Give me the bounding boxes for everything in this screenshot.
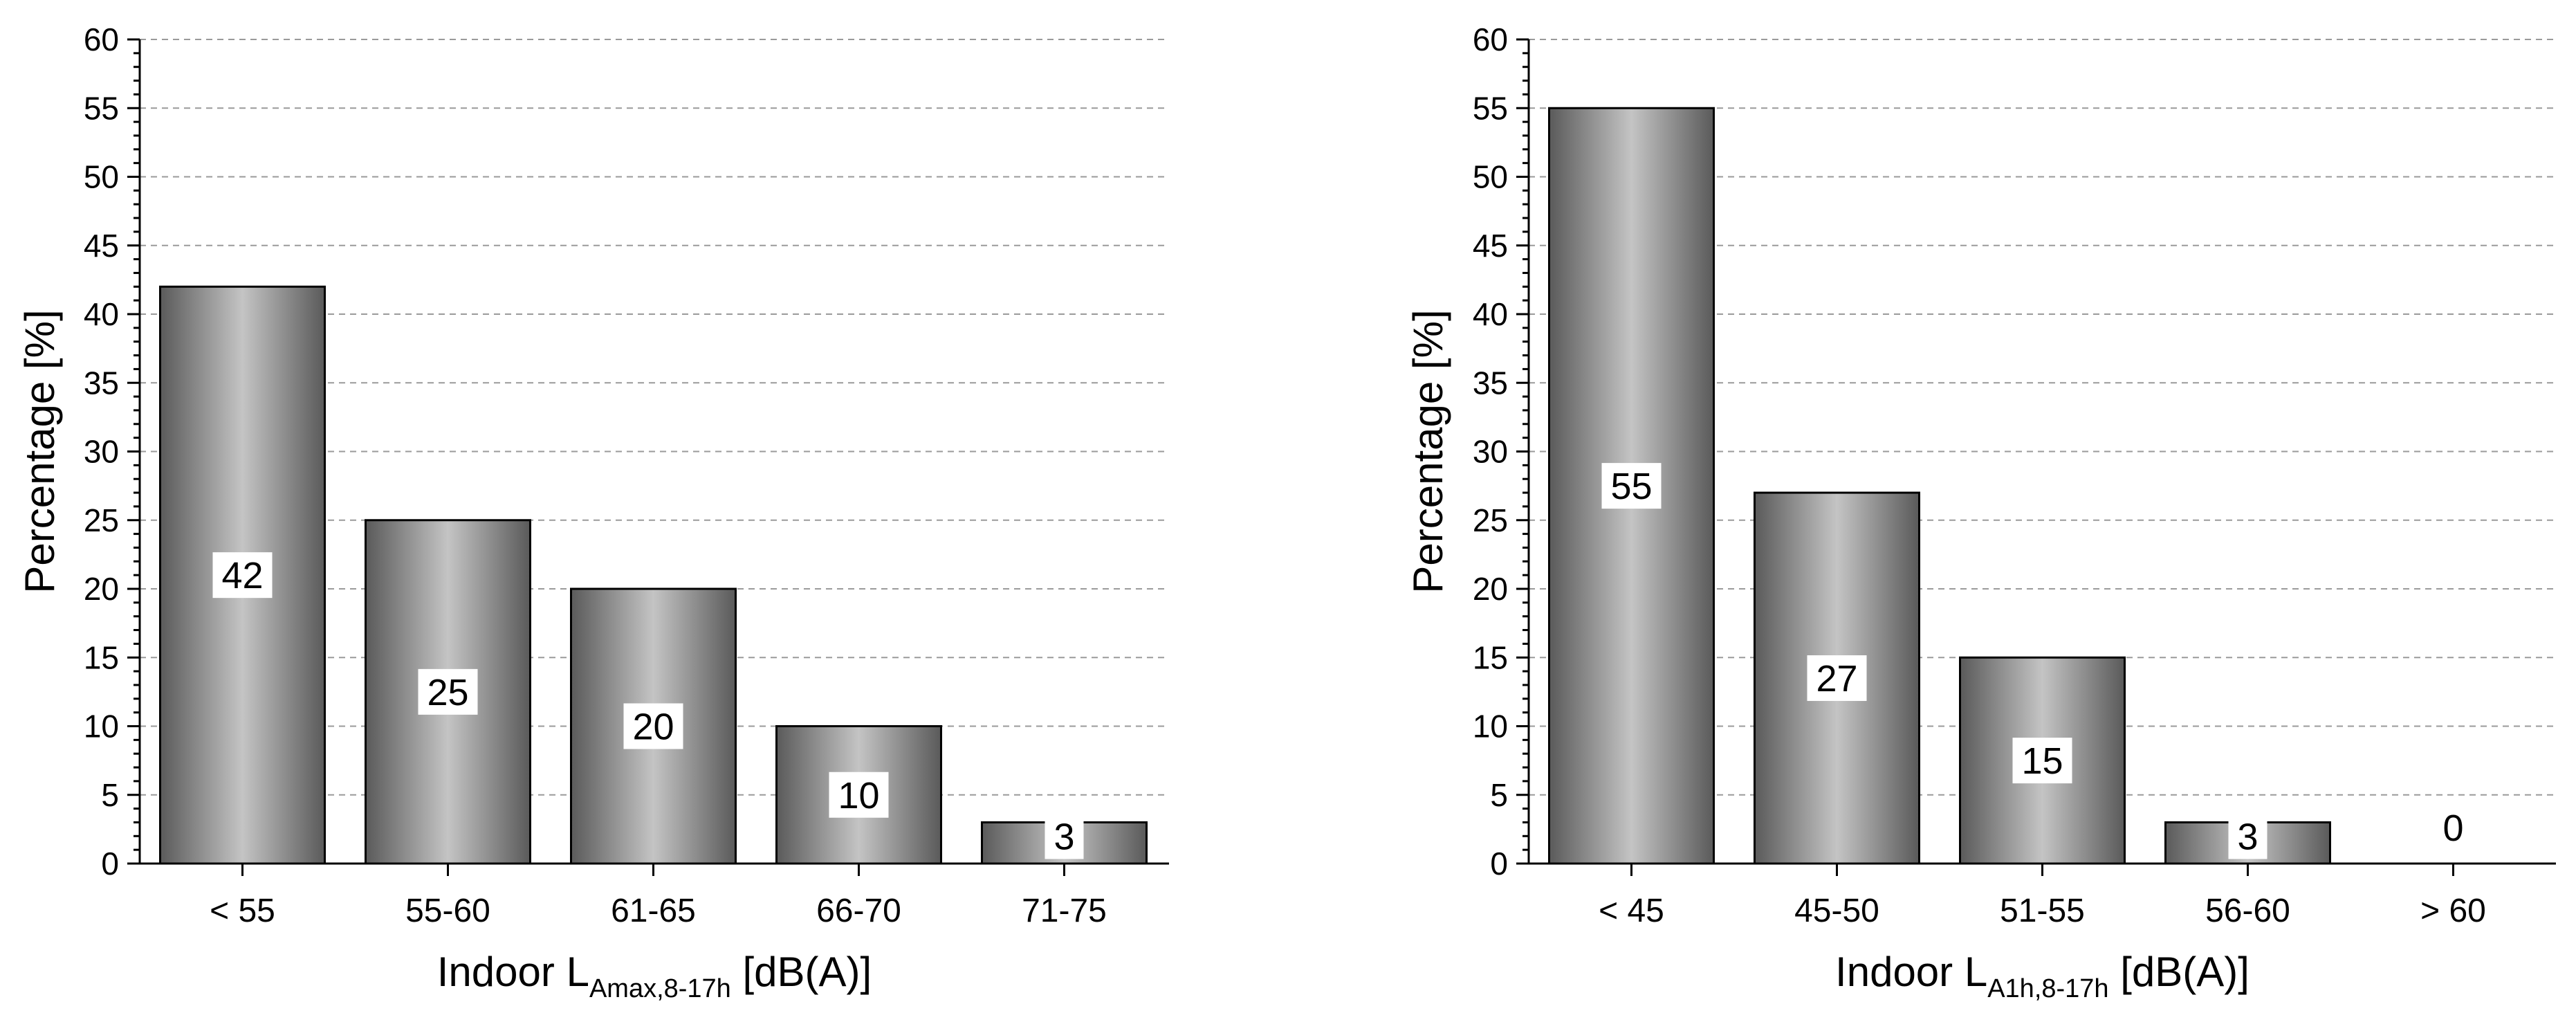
- x-tick-label: 56-60: [2205, 893, 2290, 929]
- y-tick-label: 35: [1473, 365, 1508, 401]
- y-tick-label: 50: [84, 159, 119, 195]
- x-tick-label: 61-65: [611, 893, 696, 929]
- svg-text:42: 42: [221, 555, 263, 596]
- bars: [1548, 107, 2331, 865]
- y-tick-label: 10: [1473, 709, 1508, 745]
- y-tick-label: 55: [1473, 90, 1508, 126]
- svg-text:55: 55: [1610, 466, 1652, 507]
- y-tick-label: 50: [1473, 159, 1508, 195]
- svg-text:0: 0: [2442, 807, 2463, 849]
- y-axis-title: Percentage [%]: [17, 309, 63, 593]
- y-tick-label: 25: [84, 502, 119, 538]
- y-tick-label: 40: [1473, 296, 1508, 332]
- data-label: 3: [2228, 813, 2267, 859]
- data-label: 42: [212, 552, 273, 599]
- svg-text:27: 27: [1816, 658, 1857, 700]
- x-tick-label: 51-55: [2000, 893, 2085, 929]
- y-tick-label: 60: [84, 21, 119, 57]
- x-axis-title: Indoor LA1h,8-17h [dB(A)]: [1835, 949, 2250, 1003]
- data-label: 3: [1045, 813, 1084, 859]
- y-tick-label: 35: [84, 365, 119, 401]
- y-tick-label: 15: [1473, 639, 1508, 675]
- y-tick-label: 20: [84, 571, 119, 607]
- x-axis-title: Indoor LAmax,8-17h [dB(A)]: [437, 949, 872, 1003]
- y-tick-label: 20: [1473, 571, 1508, 607]
- bar-61-65: [570, 587, 737, 865]
- svg-text:20: 20: [632, 706, 674, 748]
- y-tick-label: 45: [1473, 228, 1508, 264]
- x-tick-label: > 60: [2420, 893, 2486, 929]
- y-tick-label: 25: [1473, 502, 1508, 538]
- data-label: 25: [418, 668, 478, 715]
- x-tick-label: < 45: [1599, 893, 1664, 929]
- data-label: 15: [2012, 738, 2072, 784]
- data-label: 0: [2442, 807, 2463, 849]
- data-label: 10: [829, 772, 889, 818]
- x-tick-label: 71-75: [1022, 893, 1107, 929]
- y-tick-label: 5: [101, 777, 119, 813]
- y-axis-title: Percentage [%]: [1405, 309, 1451, 593]
- axes: 0 5 10 15 20 25 30 35 40 45 50 55 60 < 55 55-60 61-65 66…: [84, 21, 1169, 929]
- y-tick-label: 45: [84, 228, 119, 264]
- svg-text:15: 15: [2021, 740, 2063, 782]
- svg-text:10: 10: [838, 775, 879, 816]
- y-tick-label: 55: [84, 90, 119, 126]
- data-label: 55: [1601, 463, 1662, 509]
- svg-text:3: 3: [1054, 816, 1074, 857]
- x-tick-label: 55-60: [405, 893, 490, 929]
- y-tick-label: 60: [1473, 21, 1508, 57]
- data-labels: 42 25 20 10 3: [212, 552, 1084, 859]
- y-tick-label: 40: [84, 296, 119, 332]
- data-labels: 55 27 15 3 0: [1601, 463, 2464, 859]
- y-tick-label: 10: [84, 709, 119, 745]
- y-tick-label: 0: [101, 846, 119, 882]
- x-tick-label: 45-50: [1794, 893, 1879, 929]
- data-label: 27: [1807, 655, 1867, 702]
- data-label: 20: [623, 703, 683, 749]
- x-tick-label: < 55: [210, 893, 275, 929]
- y-tick-label: 15: [84, 639, 119, 675]
- y-tick-label: 0: [1490, 846, 1508, 882]
- y-tick-label: 5: [1490, 777, 1508, 813]
- svg-text:25: 25: [427, 672, 468, 713]
- x-tick-label: 66-70: [816, 893, 901, 929]
- bars: [159, 285, 1148, 865]
- svg-text:3: 3: [2237, 816, 2258, 857]
- y-tick-label: 30: [1473, 434, 1508, 470]
- y-tick-label: 30: [84, 434, 119, 470]
